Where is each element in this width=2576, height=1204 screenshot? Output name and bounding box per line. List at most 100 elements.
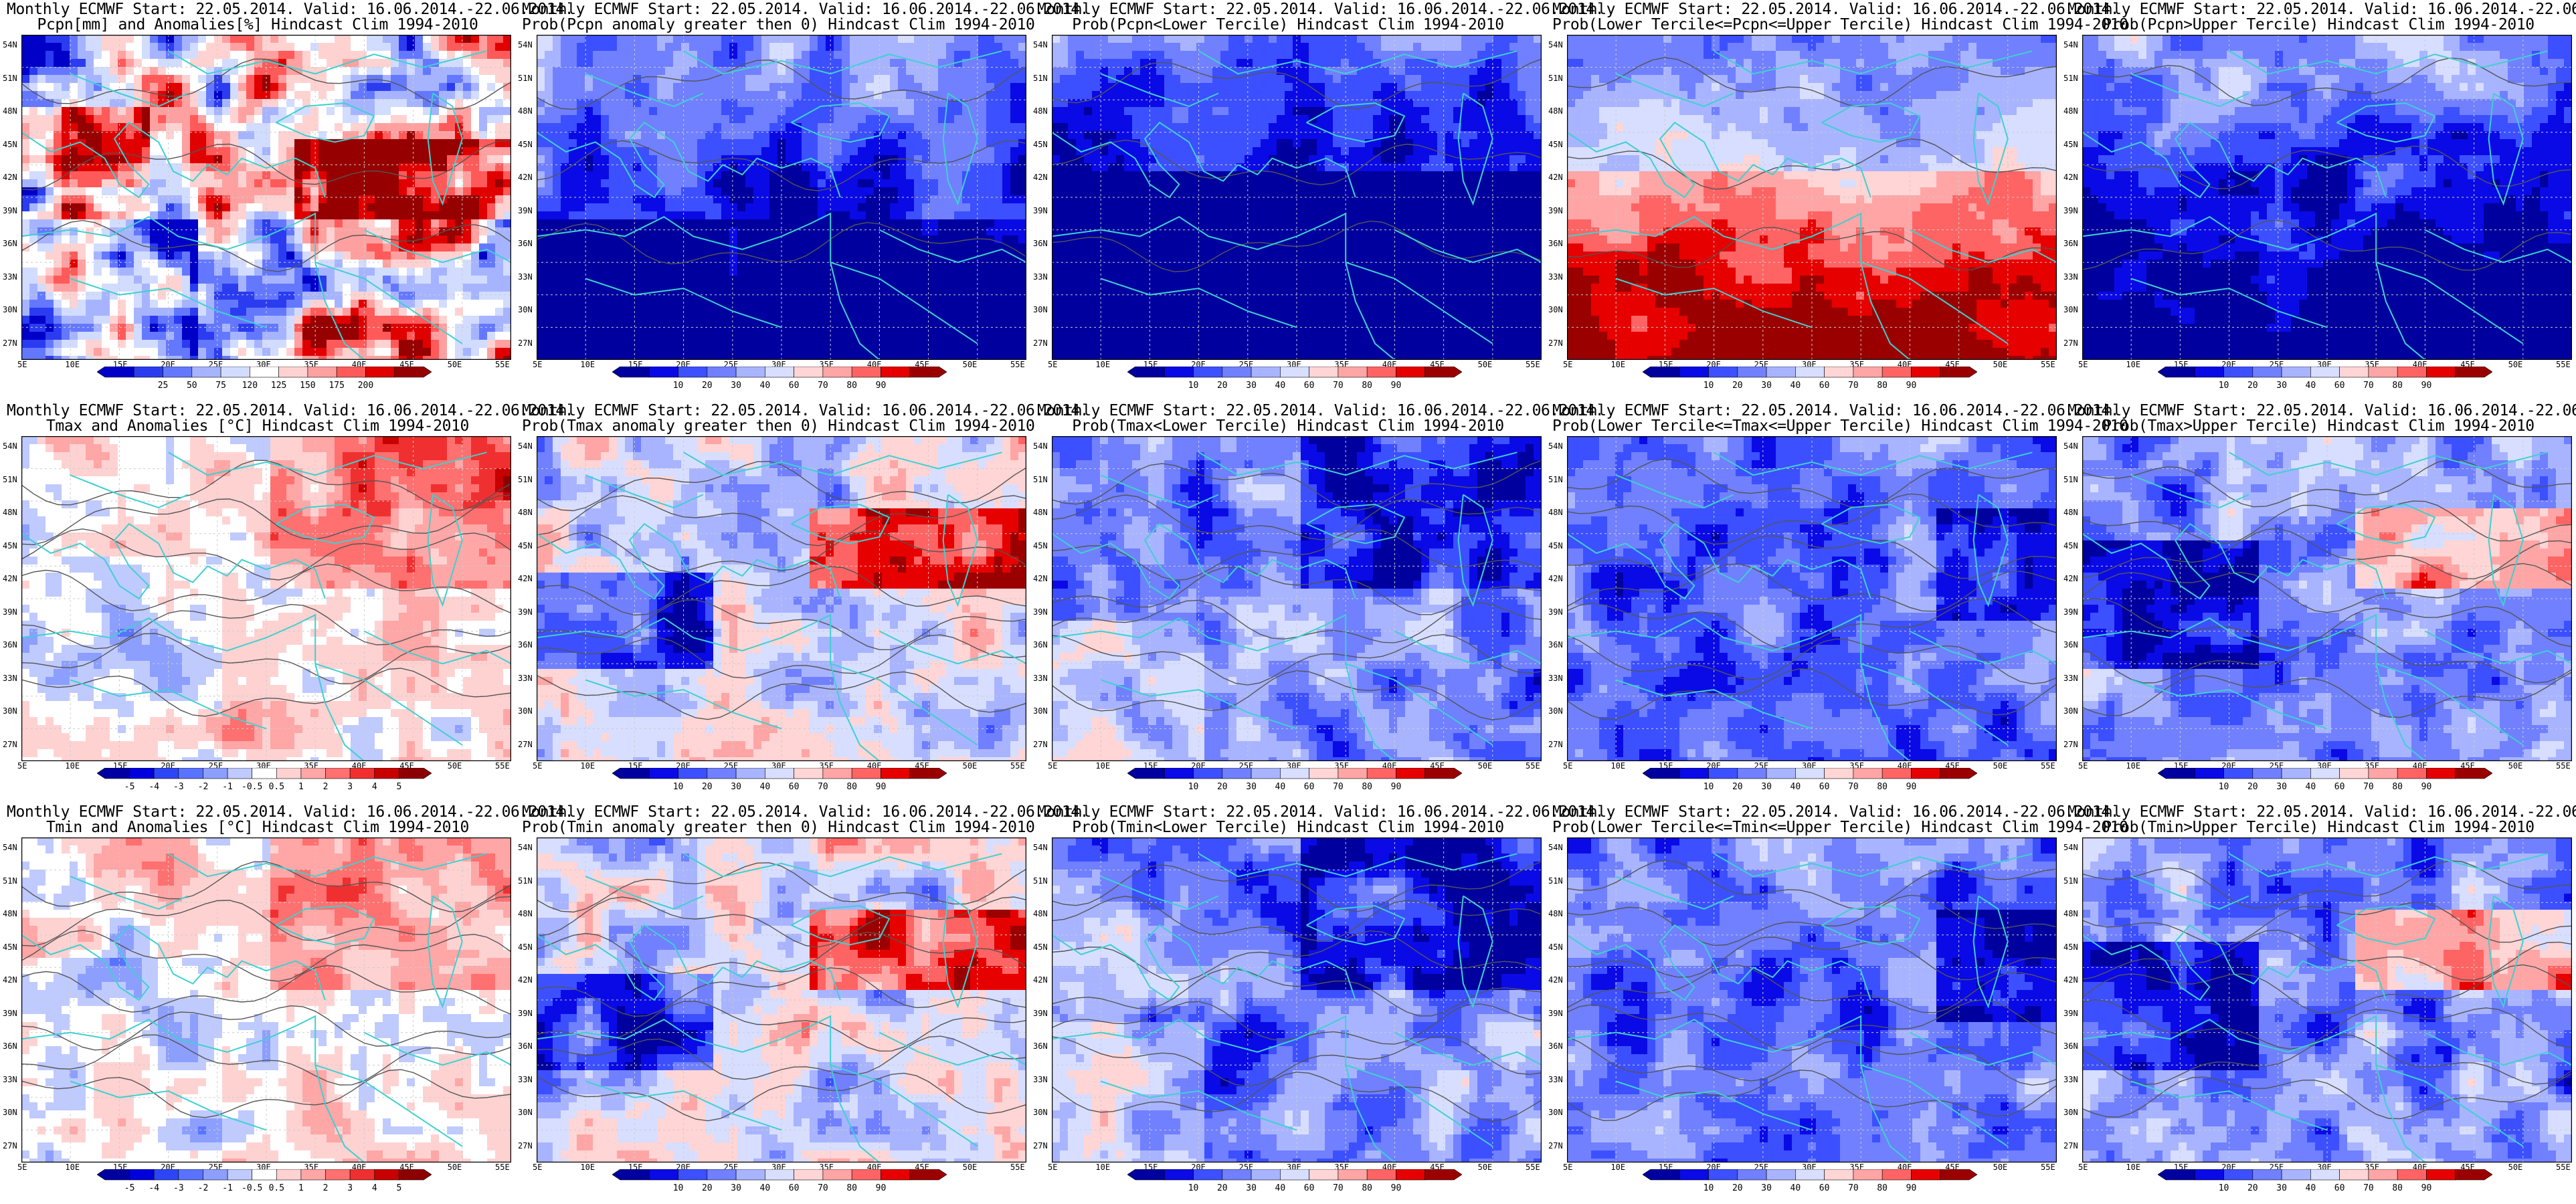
- colorbar-swatch: [1396, 767, 1426, 779]
- colorbar-swatch: [203, 767, 228, 779]
- longitude-label: 10E: [580, 1163, 595, 1172]
- map-panel-pcpn-pup: Monthly ECMWF Start: 22.05.2014. Valid: …: [2061, 0, 2576, 401]
- latitude-label: 42N: [1033, 574, 1048, 583]
- colorbar-swatch: [1222, 767, 1252, 779]
- panel-title: Monthly ECMWF Start: 22.05.2014. Valid: …: [1552, 804, 2120, 821]
- colorbar-swatch: [96, 767, 130, 779]
- panel-title: Monthly ECMWF Start: 22.05.2014. Valid: …: [1037, 804, 1604, 821]
- colorbar-swatch: [374, 1169, 399, 1181]
- colorbar-tick-label: 70: [1848, 782, 1859, 792]
- colorbar-swatch: [300, 767, 326, 779]
- longitude-label: 5E: [533, 761, 542, 771]
- colorbar-swatch: [822, 366, 852, 378]
- longitude-label: 50E: [1993, 761, 2008, 771]
- coastlines: [2082, 853, 2572, 1163]
- coastlines: [537, 452, 1026, 761]
- map-svg: [1052, 35, 1542, 360]
- colorbar-tick-label: 25: [158, 381, 169, 391]
- colorbar-swatch: [2223, 366, 2253, 378]
- colorbar-tick-label: 4: [372, 1183, 377, 1193]
- colorbar-swatch: [1737, 767, 1767, 779]
- colorbar-swatch: [1911, 767, 1941, 779]
- latitude-label: 39N: [518, 607, 533, 617]
- latitude-label: 54N: [518, 441, 533, 451]
- latitude-label: 33N: [3, 272, 17, 282]
- longitude-label: 10E: [1095, 761, 1110, 771]
- longitude-label: 5E: [17, 1163, 27, 1172]
- longitude-label: 5E: [1563, 1163, 1572, 1172]
- longitude-label: 55E: [2041, 360, 2055, 369]
- longitude-label: 5E: [533, 1163, 542, 1172]
- latitude-label: 54N: [3, 40, 17, 49]
- map-area: [1567, 35, 2057, 360]
- colorbar-tick-label: 80: [1877, 782, 1888, 792]
- graticule: [21, 837, 511, 1163]
- latitude-label: 36N: [2063, 239, 2078, 248]
- longitude-label: 50E: [1993, 360, 2008, 369]
- colorbar-tick-label: 70: [818, 381, 828, 391]
- latitude-label: 54N: [2063, 843, 2078, 852]
- map-svg: [2082, 436, 2572, 761]
- colorbar-tick-label: 20: [2247, 1183, 2258, 1193]
- latitude-label: 30N: [2063, 1108, 2078, 1117]
- map-area: [537, 35, 1026, 360]
- colorbar-tick-label: 60: [2334, 381, 2345, 391]
- colorbar-swatch: [648, 366, 678, 378]
- latitude-label: 33N: [1033, 674, 1048, 683]
- latitude-label: 39N: [3, 1009, 17, 1018]
- colorbar-tick-label: 30: [1246, 381, 1257, 391]
- map-panel-tmax-plow: Monthly ECMWF Start: 22.05.2014. Valid: …: [1030, 401, 1604, 803]
- colorbar-swatch: [1737, 1169, 1767, 1181]
- colorbar-swatch: [227, 767, 252, 779]
- latitude-label: 30N: [2063, 305, 2078, 314]
- colorbar-swatch: [2281, 1169, 2311, 1181]
- latitude-label: 45N: [1548, 541, 1563, 550]
- colorbar-swatch: [1251, 1169, 1281, 1181]
- colorbar-tick-label: 40: [760, 782, 771, 792]
- colorbar-tick-label: 30: [2276, 782, 2287, 792]
- latitude-label: 27N: [1033, 1141, 1048, 1150]
- longitude-label: 5E: [17, 360, 27, 369]
- latitude-label: 39N: [3, 206, 17, 215]
- longitude-label: 10E: [580, 761, 595, 771]
- colorbar-tick-label: 30: [1761, 381, 1772, 391]
- colorbar-tick-label: 10: [2219, 1183, 2229, 1193]
- colorbar-swatch: [2194, 767, 2224, 779]
- colorbar-swatch: [794, 1169, 824, 1181]
- colorbar-tick-label: 30: [1761, 1183, 1772, 1193]
- colorbar-swatch: [881, 767, 911, 779]
- colorbar-tick-label: 75: [215, 381, 226, 391]
- colorbar-swatch: [1940, 366, 1978, 378]
- colorbar: 10 20 30 40 60 70 80 90: [612, 767, 947, 800]
- latitude-label: 30N: [2063, 706, 2078, 716]
- map-svg: [21, 837, 511, 1163]
- longitude-label: 5E: [1563, 761, 1572, 771]
- latitude-label: 27N: [518, 338, 533, 348]
- coastlines: [2082, 50, 2572, 360]
- colorbar-swatch: [191, 366, 221, 378]
- map-panel-pcpn-anom: Monthly ECMWF Start: 22.05.2014. Valid: …: [0, 0, 574, 401]
- colorbar-swatch: [1766, 1169, 1796, 1181]
- latitude-label: 45N: [3, 942, 17, 952]
- colorbar-swatch: [178, 767, 203, 779]
- colorbar-tick-label: 80: [846, 381, 857, 391]
- colorbar-tick-label: 90: [1906, 782, 1917, 792]
- colorbar-swatch: [1853, 1169, 1883, 1181]
- graticule: [2082, 35, 2572, 360]
- colorbar-swatch: [394, 366, 432, 378]
- colorbar-swatch: [765, 767, 794, 779]
- colorbar-swatch: [1338, 366, 1368, 378]
- colorbar-tick-label: 80: [1362, 381, 1372, 391]
- colorbar-swatch: [96, 1169, 130, 1181]
- latitude-label: 39N: [1548, 206, 1563, 215]
- colorbar-swatch: [2252, 1169, 2282, 1181]
- panel-subtitle: Prob(Lower Tercile<=Pcpn<=Upper Tercile)…: [1552, 17, 2128, 33]
- latitude-label: 45N: [518, 541, 533, 550]
- longitude-label: 55E: [1526, 761, 1540, 771]
- colorbar-swatch: [276, 767, 302, 779]
- colorbar-swatch: [2339, 1169, 2369, 1181]
- colorbar-tick-label: 10: [2219, 381, 2229, 391]
- panel-subtitle: Prob(Pcpn anomaly greater then 0) Hindca…: [522, 17, 1035, 33]
- latitude-label: 27N: [1033, 740, 1048, 749]
- latitude-label: 39N: [1033, 1009, 1048, 1018]
